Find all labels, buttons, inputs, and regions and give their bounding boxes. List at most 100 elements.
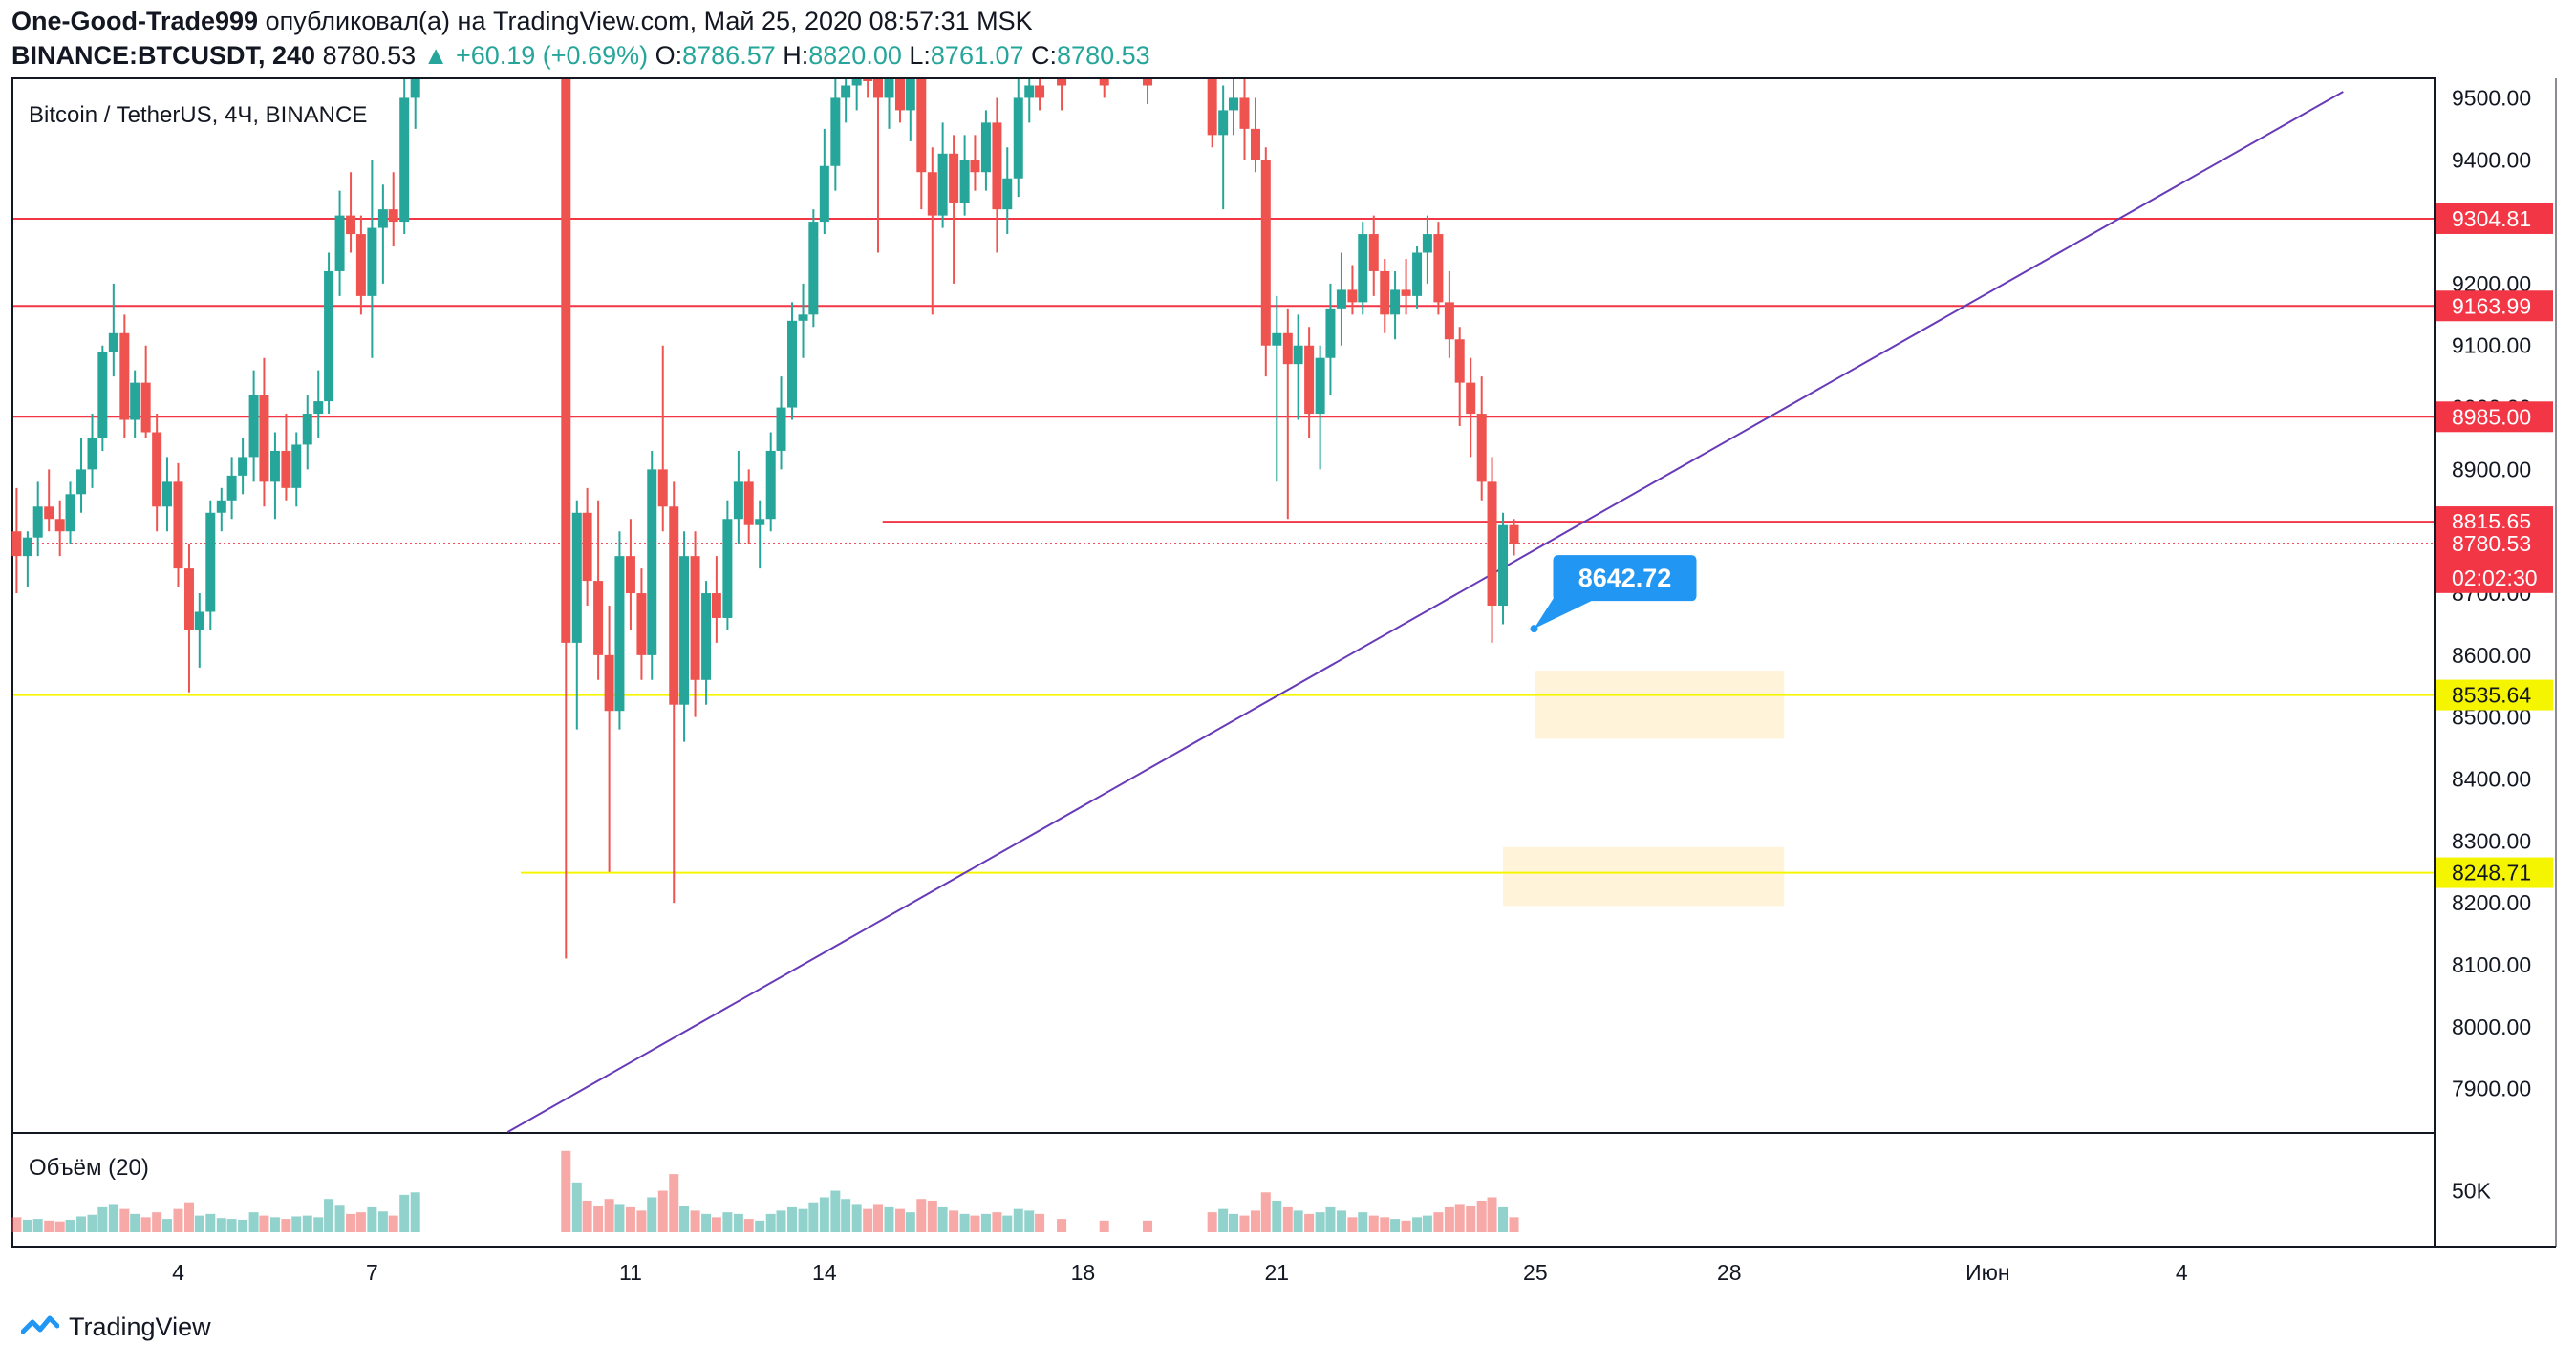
candle — [1444, 270, 1454, 358]
volume-bar — [787, 1206, 798, 1232]
volume-bar — [281, 1219, 291, 1232]
volume-bar — [1272, 1200, 1282, 1232]
author-name[interactable]: One-Good-Trade999 — [11, 7, 259, 35]
candle-body — [346, 215, 356, 235]
pane-title: Bitcoin / TetherUS, 4Ч, BINANCE — [29, 102, 367, 128]
volume-bar — [1228, 1213, 1238, 1232]
candle — [1057, 79, 1067, 111]
volume-bar — [1282, 1206, 1293, 1232]
candle — [130, 370, 140, 438]
candle — [259, 357, 269, 507]
candle — [872, 79, 883, 253]
volume-bar — [22, 1219, 32, 1232]
volume-bar — [238, 1219, 248, 1232]
candle-body — [1368, 234, 1379, 271]
candle-body — [1057, 79, 1067, 86]
candle-body — [334, 215, 345, 271]
candle — [937, 122, 948, 228]
time-tick-label: 28 — [1717, 1260, 1742, 1285]
candle-body — [905, 79, 915, 111]
volume-bar — [205, 1213, 216, 1232]
candle-body — [1002, 178, 1013, 210]
candle-body — [722, 519, 733, 618]
candle — [346, 172, 356, 253]
candle — [399, 79, 410, 235]
candle-body — [1380, 270, 1390, 315]
price-tick-label: 8400.00 — [2452, 767, 2531, 792]
publication-info: One-Good-Trade999 опубликовал(а) на Trad… — [11, 4, 1033, 38]
candle — [1509, 519, 1519, 556]
price-tick-label: 7900.00 — [2452, 1077, 2531, 1101]
candle-body — [841, 85, 851, 98]
volume-bar — [1315, 1212, 1325, 1232]
target-zone-1 — [1535, 671, 1785, 739]
candle-body — [388, 209, 398, 223]
candle-body — [647, 469, 657, 655]
volume-bar — [808, 1202, 819, 1232]
volume-bar — [701, 1213, 712, 1232]
candle — [1325, 283, 1336, 395]
candle — [1207, 79, 1217, 148]
candle — [1368, 215, 1379, 296]
candle — [410, 79, 420, 129]
candle-body — [54, 519, 65, 532]
candle — [119, 314, 130, 438]
volume-bar — [1487, 1197, 1497, 1232]
volume-bar — [302, 1215, 312, 1232]
volume-bar — [1099, 1220, 1109, 1232]
candle — [787, 302, 798, 420]
candle — [1336, 252, 1346, 346]
volume-bar — [334, 1205, 345, 1232]
candle-body — [108, 332, 118, 352]
volume-bar — [798, 1208, 808, 1232]
volume-bar — [949, 1210, 959, 1232]
candle-body — [872, 79, 883, 98]
candle — [1239, 79, 1250, 160]
volume-bar — [1260, 1192, 1271, 1232]
candle-body — [787, 320, 798, 408]
candle-body — [302, 414, 312, 445]
volume-bar — [851, 1204, 862, 1232]
candle-body — [1433, 234, 1444, 303]
candle — [582, 487, 592, 606]
volume-bar — [152, 1212, 162, 1232]
volume-bar — [1002, 1215, 1013, 1232]
candle — [819, 128, 829, 235]
candle — [44, 469, 54, 532]
volume-bar — [1444, 1206, 1454, 1232]
candle-body — [1024, 85, 1035, 98]
candle-body — [1444, 302, 1454, 340]
volume-bar — [346, 1213, 356, 1232]
volume-bar — [355, 1212, 366, 1232]
volume-bar — [259, 1215, 269, 1232]
volume-bar — [711, 1217, 721, 1232]
price-chart[interactable]: 9500.009400.009300.009200.009100.009000.… — [0, 0, 2576, 1309]
candle — [1487, 457, 1497, 643]
volume-bar — [87, 1214, 97, 1232]
volume-bar — [841, 1199, 851, 1232]
candle — [992, 97, 1002, 253]
volume-bar — [636, 1210, 647, 1232]
candle-body — [173, 481, 183, 569]
volume-bar — [755, 1220, 765, 1232]
candle — [798, 283, 808, 358]
tradingview-logo[interactable]: TradingView — [21, 1313, 211, 1342]
candle-body — [367, 227, 377, 296]
open-value: 8786.57 — [682, 41, 776, 70]
volume-bar — [1358, 1212, 1368, 1232]
candle-body — [1390, 289, 1401, 315]
candle-body — [851, 79, 862, 86]
candle — [194, 593, 204, 668]
published-text: опубликовал(а) на TradingView.com, Май 2… — [265, 7, 1033, 35]
candle-body — [11, 531, 22, 557]
candle — [1315, 345, 1325, 470]
candle-body — [701, 593, 712, 680]
candle-body — [593, 581, 604, 655]
volume-bar — [1390, 1219, 1401, 1232]
candle-body — [733, 481, 743, 520]
candle-body — [1304, 345, 1315, 415]
candle — [1228, 79, 1238, 136]
candle — [1143, 79, 1153, 104]
candle-body — [927, 172, 937, 216]
candle-body — [916, 79, 927, 173]
